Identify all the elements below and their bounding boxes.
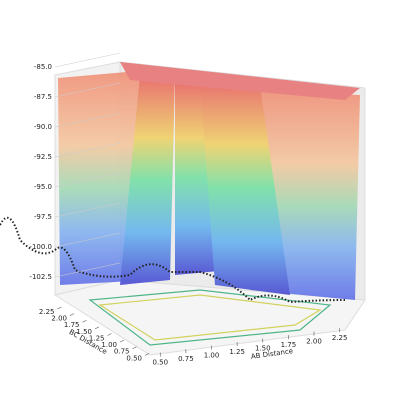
y-tick-label: 1.75 xyxy=(64,321,80,329)
z-tick-label: -97.5 xyxy=(34,213,52,221)
x-tick-label: 0.50 xyxy=(152,359,168,367)
x-tick-label: 1.75 xyxy=(281,341,297,349)
grid-line xyxy=(54,112,121,128)
x-tick-label: 1.50 xyxy=(255,345,271,353)
y-tick-label: 0.75 xyxy=(114,348,130,356)
grid-line xyxy=(54,232,121,248)
x-tick-label: 2.25 xyxy=(332,334,348,342)
tick-mark xyxy=(69,313,75,316)
grid-line xyxy=(54,262,121,278)
z-tick-label: -102.5 xyxy=(29,273,52,281)
grid-line xyxy=(54,202,121,218)
grid-line xyxy=(54,142,121,158)
x-tick-label: 0.75 xyxy=(178,355,194,363)
y-tick-label: 1.50 xyxy=(76,328,92,336)
grid-line xyxy=(54,82,121,98)
z-tick-label: -85.0 xyxy=(34,63,52,71)
tick-mark xyxy=(57,306,62,310)
y-tick-label: 1.00 xyxy=(101,341,117,349)
tick-mark xyxy=(94,326,100,330)
z-tick-label: -92.5 xyxy=(34,153,52,161)
tick-mark xyxy=(119,339,125,343)
x-tick-label: 2.00 xyxy=(306,338,322,346)
surface xyxy=(0,62,360,346)
y-tick-label: 1.25 xyxy=(89,334,105,342)
x-tick-label: 1.00 xyxy=(204,352,220,360)
tick-mark xyxy=(82,319,87,323)
tick-mark xyxy=(132,346,137,349)
x-tick-label: 1.25 xyxy=(229,348,245,356)
y-tick-label: 0.50 xyxy=(126,354,142,362)
grid-line xyxy=(54,52,121,68)
z-tick-label: -100.0 xyxy=(29,243,52,251)
z-tick-label: -87.5 xyxy=(34,93,52,101)
z-tick-label: -95.0 xyxy=(34,183,52,191)
tick-mark xyxy=(144,353,150,356)
y-tick-label: 2.25 xyxy=(39,308,55,316)
grid-line xyxy=(54,172,121,188)
z-tick-label: -90.0 xyxy=(34,123,52,131)
tick-mark xyxy=(107,333,112,336)
y-tick-label: 2.00 xyxy=(51,315,67,323)
